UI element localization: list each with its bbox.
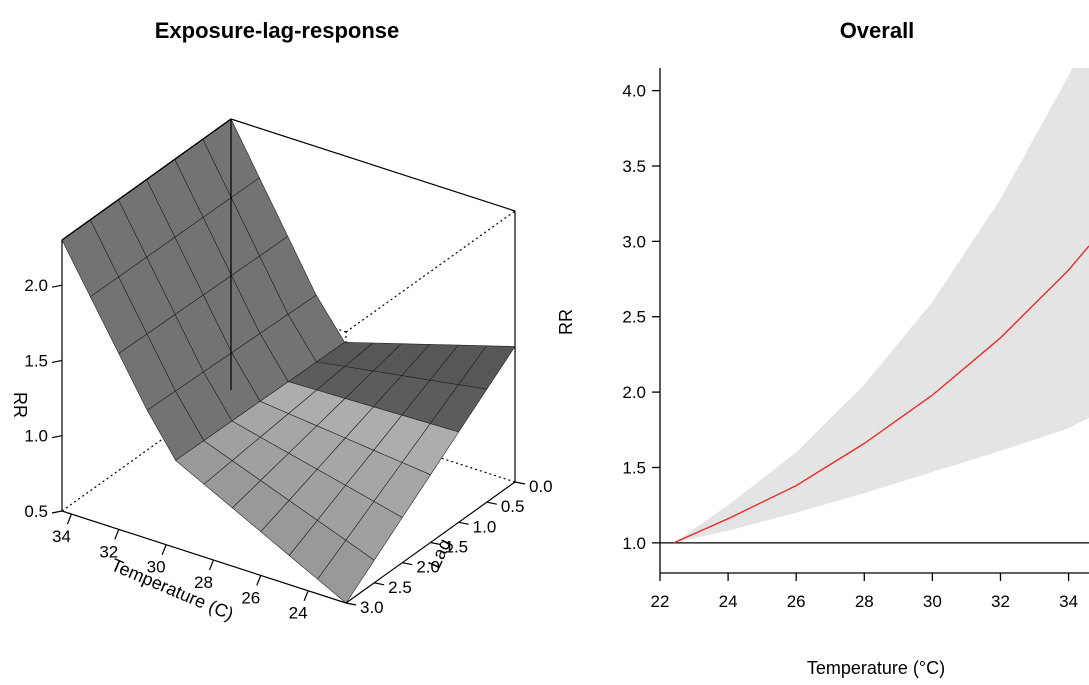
y-tick-label: 2.5 — [622, 308, 646, 327]
x-tick-label: 28 — [194, 573, 213, 592]
x-tick — [66, 513, 73, 525]
lag-tick — [430, 541, 441, 546]
lag-tick — [514, 481, 526, 485]
lag-tick-label: 2.0 — [416, 558, 440, 577]
x-tick-label: 24 — [289, 604, 308, 623]
lag-axis: 0.00.51.01.5 2.02.53.0 — [345, 477, 553, 617]
x-tick-label: 28 — [855, 592, 874, 611]
y-axis-label: RR — [556, 309, 576, 335]
box-edge — [61, 510, 347, 604]
x-axis-ticks: 22 24 26 28 30 32 34 — [651, 573, 1078, 611]
surface-facet — [317, 539, 375, 604]
temperature-axis: 34 32 30 28 26 24 — [52, 513, 309, 623]
lag-tick-label: 2.5 — [388, 578, 412, 597]
lag-tick — [486, 501, 497, 505]
x-tick-label: 32 — [99, 542, 118, 561]
lag-tick-label: 1.0 — [473, 517, 497, 536]
x-axis-label: Temperature (°C) — [807, 658, 945, 678]
z-tick — [51, 510, 63, 514]
y-tick-label: 1.0 — [622, 534, 646, 553]
z-tick — [51, 284, 63, 288]
temperature-axis-label: Temperature (C) — [108, 555, 236, 625]
confidence-band — [673, 68, 1089, 543]
y-tick-label: 3.5 — [622, 157, 646, 176]
x-tick-label: 34 — [52, 527, 71, 546]
surface-title: Exposure-lag-response — [155, 18, 400, 43]
rr-axis: 0.5 1.0 1.5 2.0 — [24, 276, 63, 521]
surface-panel: Exposure-lag-response 0.51.01.52.0 34323… — [10, 18, 553, 624]
y-tick-label: 1.5 — [622, 458, 646, 477]
z-tick — [51, 435, 63, 439]
box-edge — [230, 118, 516, 212]
y-tick-label: 4.0 — [622, 82, 646, 101]
z-tick-label: 2.0 — [24, 276, 48, 295]
z-tick-label: 1.0 — [24, 427, 48, 446]
y-tick-label: 2.0 — [622, 383, 646, 402]
z-tick-label: 1.5 — [24, 351, 48, 370]
lag-tick-label: 3.0 — [360, 598, 384, 617]
lag-tick — [345, 602, 357, 606]
x-tick — [114, 529, 120, 540]
z-tick-label: 0.5 — [24, 502, 48, 521]
x-tick-label: 30 — [147, 558, 166, 577]
x-tick-label: 22 — [651, 592, 670, 611]
rr-axis-label: RR — [10, 392, 30, 418]
x-tick — [256, 575, 262, 586]
response-surface — [61, 118, 516, 604]
series-line — [673, 245, 1089, 544]
x-tick-label: 32 — [991, 592, 1010, 611]
y-axis-ticks: 1.0 1.5 2.0 2.5 3.0 3.5 4.0 — [622, 82, 660, 553]
x-tick — [303, 590, 309, 601]
overall-title: Overall — [840, 18, 915, 43]
lag-tick-label: 0.5 — [501, 497, 525, 516]
lag-tick-label: 0.0 — [529, 477, 553, 496]
x-tick-label: 26 — [787, 592, 806, 611]
x-tick-label: 26 — [241, 588, 260, 607]
x-tick-label: 34 — [1059, 592, 1078, 611]
box-edge — [61, 118, 232, 241]
overall-panel: Overall 1.0 1.5 2.0 2.5 3.0 3.5 4.0 22 24 26 28 30… — [556, 18, 1089, 678]
x-tick-label: 24 — [719, 592, 738, 611]
x-tick — [208, 559, 215, 571]
lag-tick — [374, 582, 385, 586]
y-tick-label: 3.0 — [622, 232, 646, 251]
lag-tick-label: 1.5 — [445, 538, 469, 557]
lag-tick — [458, 521, 469, 525]
x-tick-label: 30 — [923, 592, 942, 611]
box-edge — [345, 210, 516, 333]
x-tick — [161, 544, 167, 555]
z-tick — [51, 359, 63, 364]
lag-tick — [402, 562, 413, 566]
